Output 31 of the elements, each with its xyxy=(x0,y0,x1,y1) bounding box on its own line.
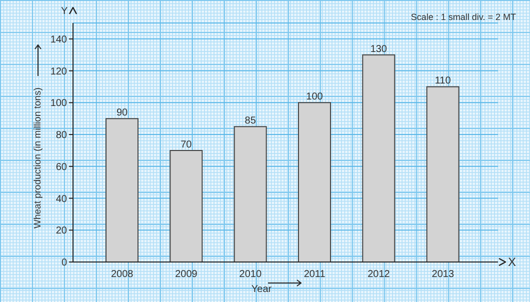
y-tick-label: 40 xyxy=(56,194,68,205)
bar xyxy=(234,126,267,262)
y-tick-label: 140 xyxy=(50,34,68,46)
bar xyxy=(106,118,138,262)
data-label: 100 xyxy=(306,92,324,103)
x-tick-label: 2008 xyxy=(110,269,134,280)
data-label: 110 xyxy=(434,76,452,87)
y-tick-label: 100 xyxy=(50,98,68,110)
data-label: 70 xyxy=(180,139,192,150)
x-tick-label: 2009 xyxy=(175,269,198,280)
y-axis-title: Wheat production (in million tons) xyxy=(32,88,44,228)
data-label: 90 xyxy=(116,108,128,119)
text: Y xyxy=(61,6,68,17)
y-tick-label: 120 xyxy=(50,66,68,78)
bar xyxy=(362,54,396,262)
x-tick-label: 2010 xyxy=(239,269,262,280)
data-label: 85 xyxy=(244,116,256,127)
x-tick-label: 2011 xyxy=(304,269,326,280)
bar xyxy=(298,102,331,262)
data-label: 130 xyxy=(370,44,388,55)
y-tick-label: 0 xyxy=(61,258,68,269)
y-tick-label: 20 xyxy=(56,226,68,237)
text: Scale : 1 small div. = 2 MT xyxy=(410,12,516,22)
bar xyxy=(170,150,203,262)
x-tick-label: 2013 xyxy=(432,269,454,280)
y-tick-label: 60 xyxy=(56,162,68,173)
y-tick-label: 80 xyxy=(56,130,68,142)
bar xyxy=(426,86,460,262)
text: X xyxy=(508,255,516,269)
x-tick-label: 2012 xyxy=(368,269,390,280)
x-axis-title: Year xyxy=(251,284,272,295)
